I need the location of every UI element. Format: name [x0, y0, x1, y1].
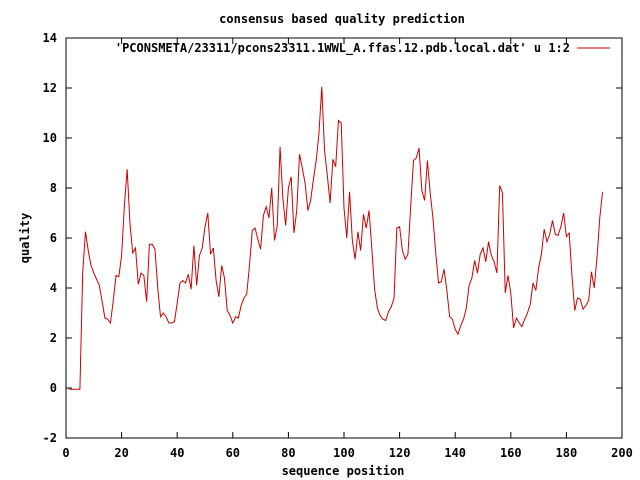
y-tick-label: 6 — [50, 231, 57, 245]
y-tick-label: 0 — [50, 381, 57, 395]
chart-title: consensus based quality prediction — [219, 12, 465, 26]
y-tick-label: 4 — [50, 281, 57, 295]
y-tick-label: 14 — [43, 31, 57, 45]
x-tick-label: 0 — [62, 446, 69, 460]
axis-ticks: 0 20 40 60 80 100 120 140 160 180 200 -2 0 2 4 6 8 10 12 14 — [43, 31, 633, 460]
y-tick-label: 12 — [43, 81, 57, 95]
x-tick-label: 80 — [281, 446, 295, 460]
legend: 'PCONSMETA/23311/pcons23311.1WWL_A.ffas.… — [115, 41, 610, 56]
x-tick-label: 180 — [556, 446, 578, 460]
y-tick-label: -2 — [43, 431, 57, 445]
y-axis-label: quality — [18, 213, 32, 264]
x-tick-label: 60 — [226, 446, 240, 460]
x-tick-label: 40 — [170, 446, 184, 460]
x-tick-label: 100 — [333, 446, 355, 460]
plot-frame — [65, 37, 623, 439]
series-layer — [68, 86, 604, 390]
x-axis-label: sequence position — [282, 464, 405, 478]
x-tick-label: 160 — [500, 446, 522, 460]
x-tick-label: 120 — [389, 446, 411, 460]
series-line — [68, 86, 604, 390]
y-tick-label: 2 — [50, 331, 57, 345]
y-tick-label: 10 — [43, 131, 57, 145]
legend-label: 'PCONSMETA/23311/pcons23311.1WWL_A.ffas.… — [115, 41, 570, 56]
x-tick-label: 140 — [444, 446, 466, 460]
x-tick-label: 20 — [114, 446, 128, 460]
x-tick-label: 200 — [611, 446, 633, 460]
y-tick-label: 8 — [50, 181, 57, 195]
